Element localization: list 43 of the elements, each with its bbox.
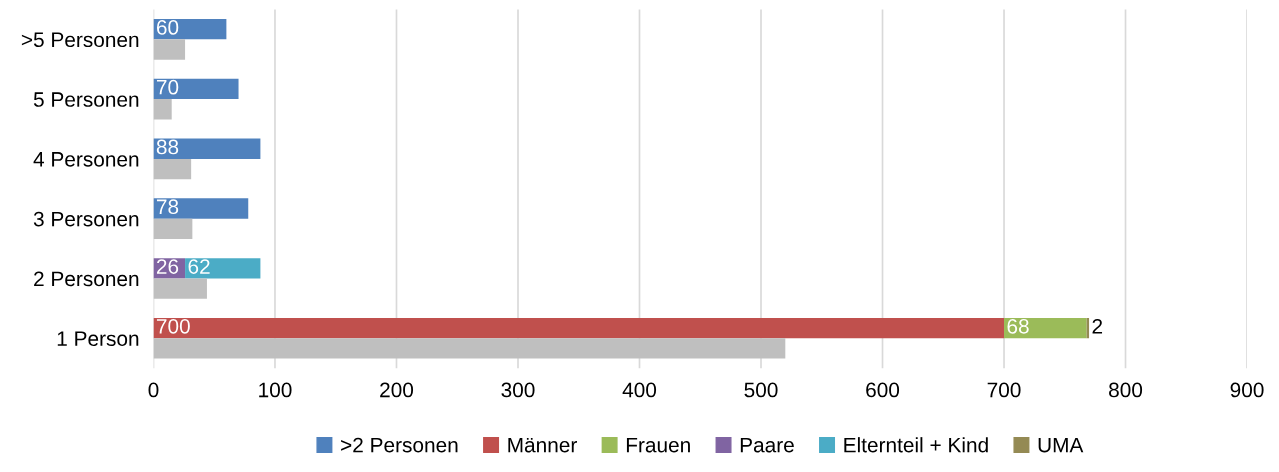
x-tick-label: 600 [866, 382, 900, 398]
bar [153, 39, 186, 60]
bar [153, 338, 786, 359]
legend-label: UMA [1038, 437, 1084, 453]
x-tick-label: 700 [987, 382, 1021, 398]
data-label: 62 [188, 259, 210, 274]
legend-label: >2 Personen [341, 437, 458, 453]
y-tick-label: 2 Personen [34, 271, 139, 287]
x-tick-label: 400 [622, 382, 657, 398]
x-tick-label: 900 [1230, 382, 1264, 398]
bar [153, 158, 192, 180]
bar [153, 198, 249, 219]
bar [153, 317, 1005, 339]
data-label: 2 [1092, 318, 1103, 334]
bar [153, 218, 193, 240]
data-label: 26 [156, 259, 179, 274]
y-tick-label: 5 Personen [33, 92, 139, 107]
x-tick-label: 500 [744, 382, 778, 398]
bar [153, 99, 172, 120]
bar [153, 138, 261, 159]
bar [185, 258, 261, 279]
bar [1004, 317, 1087, 339]
x-tick-label: 200 [380, 382, 414, 398]
legend-label: Paare [740, 437, 794, 453]
y-tick-label: 1 Person [57, 331, 139, 347]
x-tick-label: 300 [501, 382, 535, 398]
data-label: 78 [156, 199, 179, 215]
bar [153, 278, 207, 299]
data-label: 60 [156, 20, 179, 35]
x-tick-label: 800 [1109, 382, 1143, 398]
data-label: 70 [156, 79, 179, 95]
x-tick-label: 0 [148, 382, 159, 398]
data-label: 88 [156, 139, 179, 155]
x-tick-label: 100 [259, 382, 292, 398]
legend-label: Elternteil + Kind [844, 437, 988, 453]
legend-label: Frauen [626, 437, 690, 453]
data-label: 68 [1007, 318, 1029, 334]
y-tick-label: 3 Personen [33, 211, 139, 227]
data-label: 700 [156, 318, 190, 334]
y-tick-label: 4 Personen [33, 152, 139, 167]
y-tick-label: >5 Personen [21, 32, 139, 48]
legend-label: Männer [508, 437, 577, 453]
bar [153, 78, 239, 100]
